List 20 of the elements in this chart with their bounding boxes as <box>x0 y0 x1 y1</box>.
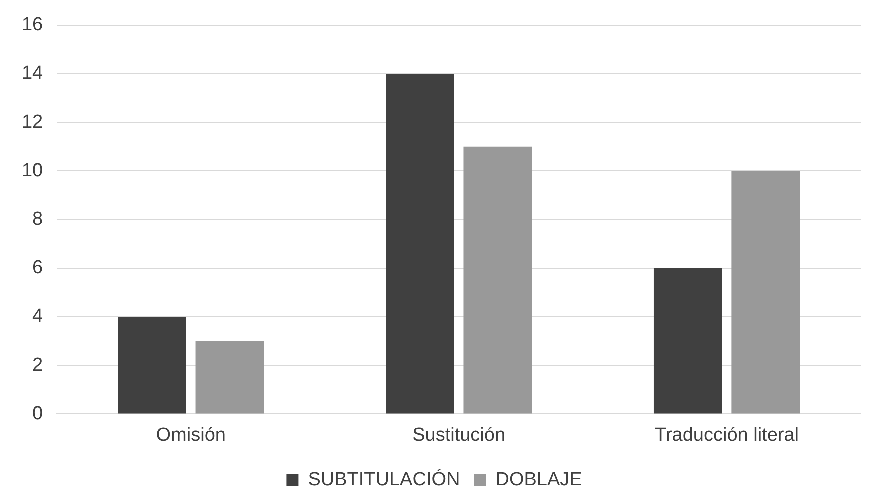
y-tick-label: 6 <box>32 258 44 279</box>
bar <box>196 341 264 414</box>
y-tick-label: 12 <box>22 112 44 133</box>
x-tick-label: Traducción literal <box>655 424 800 446</box>
y-tick-label: 16 <box>22 14 44 36</box>
bar <box>654 268 722 414</box>
y-tick-label: 8 <box>32 209 44 230</box>
x-tick-label: Omisión <box>156 424 226 446</box>
bar <box>386 74 454 414</box>
legend-label: DOBLAJE <box>496 470 582 491</box>
y-tick-label: 2 <box>32 354 44 376</box>
legend-label: SUBTITULACIÓN <box>308 468 460 491</box>
y-tick-label: 4 <box>32 306 44 328</box>
y-tick-label: 14 <box>22 63 44 84</box>
y-tick-label: 10 <box>22 160 44 182</box>
bar <box>118 317 186 414</box>
y-tick-label: 0 <box>32 403 44 424</box>
x-tick-label: Sustitución <box>412 424 506 446</box>
bar <box>732 171 800 414</box>
bar <box>464 146 532 414</box>
